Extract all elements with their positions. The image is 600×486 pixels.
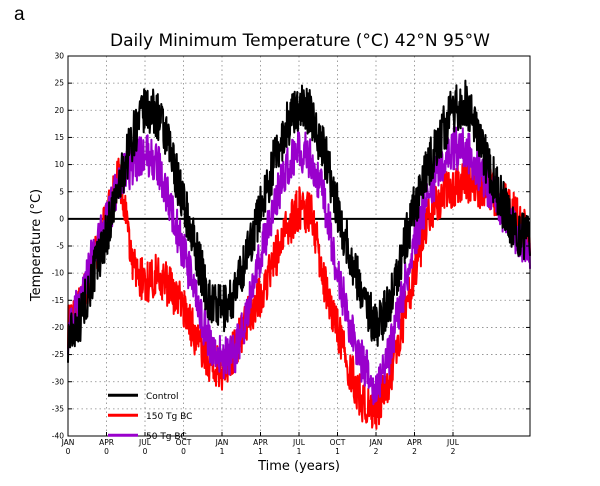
x-tick-month: APR bbox=[407, 438, 422, 447]
y-tick-label: 0 bbox=[59, 214, 64, 223]
y-tick-label: 25 bbox=[54, 79, 64, 88]
x-tick-month: JUL bbox=[446, 438, 460, 447]
x-tick-month: JUL bbox=[138, 438, 152, 447]
x-tick-year: 0 bbox=[143, 447, 148, 456]
x-tick-year: 2 bbox=[374, 447, 379, 456]
series-lines bbox=[67, 79, 531, 430]
series-line-150-tg-bc bbox=[67, 157, 531, 430]
legend: Control 150 Tg BC 50 Tg BC bbox=[108, 392, 192, 442]
x-tick-month: OCT bbox=[176, 438, 192, 447]
x-tick-month: APR bbox=[253, 438, 268, 447]
x-tick-month: APR bbox=[99, 438, 114, 447]
x-tick-year: 1 bbox=[258, 447, 263, 456]
x-tick-year: 1 bbox=[297, 447, 302, 456]
x-tick-month: JAN bbox=[369, 438, 383, 447]
x-tick-year: 1 bbox=[220, 447, 225, 456]
chart-title: Daily Minimum Temperature (°C) 42°N 95°W bbox=[110, 31, 490, 51]
y-tick-label: -25 bbox=[52, 350, 64, 359]
y-tick-label: 20 bbox=[54, 106, 64, 115]
panel-label: a bbox=[14, 4, 25, 25]
series-line-control bbox=[67, 79, 531, 363]
y-tick-label: 5 bbox=[59, 187, 64, 196]
y-tick-label: -35 bbox=[52, 404, 64, 413]
x-tick-month: JUL bbox=[292, 438, 306, 447]
x-tick-year: 0 bbox=[181, 447, 186, 456]
x-axis-label: Time (years) bbox=[257, 459, 340, 474]
x-tick-month: JAN bbox=[215, 438, 229, 447]
series-line-50-tg-bc bbox=[67, 125, 531, 406]
x-axis-ticks: JAN0APR0JUL0OCT0JAN1APR1JUL1OCT1JAN2APR2… bbox=[61, 432, 460, 456]
x-tick-month: JAN bbox=[61, 438, 75, 447]
y-tick-label: 10 bbox=[54, 160, 64, 169]
legend-label: Control bbox=[146, 392, 179, 402]
x-tick-month: OCT bbox=[330, 438, 346, 447]
y-tick-label: -15 bbox=[52, 296, 64, 305]
y-tick-label: 15 bbox=[54, 133, 64, 142]
y-axis-label: Temperature (°C) bbox=[29, 189, 44, 302]
x-tick-year: 0 bbox=[66, 447, 71, 456]
y-tick-label: -20 bbox=[52, 323, 64, 332]
y-tick-label: -10 bbox=[52, 269, 64, 278]
y-tick-label: -40 bbox=[52, 432, 64, 441]
y-tick-label: 30 bbox=[54, 52, 64, 61]
legend-label: 50 Tg BC bbox=[146, 432, 187, 442]
x-tick-year: 0 bbox=[104, 447, 109, 456]
legend-label: 150 Tg BC bbox=[146, 412, 192, 422]
x-tick-year: 1 bbox=[335, 447, 340, 456]
y-axis-ticks: -40 -35 -30 -25 -20 -15 -10 -5 0 5 10 15 20 25 30 bbox=[52, 52, 530, 441]
y-tick-label: -5 bbox=[57, 242, 65, 251]
y-tick-label: -30 bbox=[52, 377, 64, 386]
x-tick-year: 2 bbox=[412, 447, 417, 456]
x-tick-year: 2 bbox=[451, 447, 456, 456]
